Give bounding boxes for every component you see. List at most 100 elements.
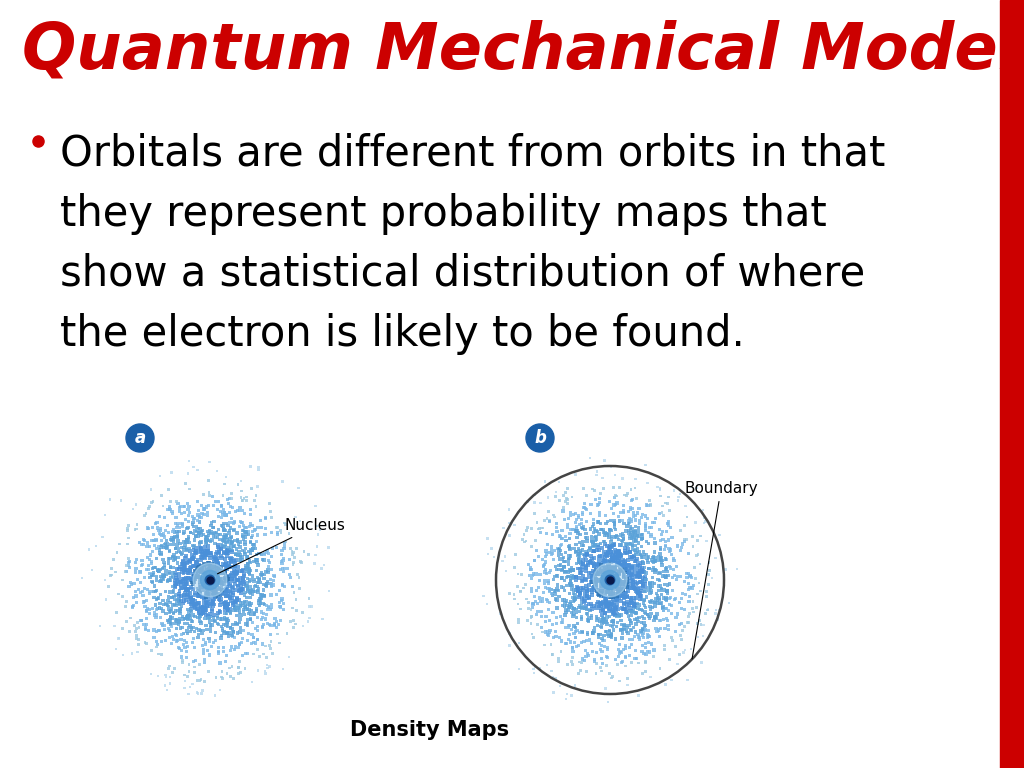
Point xyxy=(206,530,222,542)
Point xyxy=(614,603,631,615)
Point xyxy=(562,572,579,584)
Point xyxy=(260,564,276,576)
Point xyxy=(479,532,496,545)
Point xyxy=(574,522,591,535)
Point xyxy=(597,607,613,619)
Point xyxy=(150,564,166,576)
Point xyxy=(600,460,616,472)
Point xyxy=(626,525,642,538)
Point xyxy=(213,542,229,554)
Point xyxy=(230,638,247,650)
Point xyxy=(616,556,633,568)
Point xyxy=(170,618,186,631)
Point xyxy=(205,600,221,612)
Point xyxy=(199,506,215,518)
Point xyxy=(586,545,602,558)
Point xyxy=(611,558,628,570)
Point xyxy=(203,535,219,548)
Point xyxy=(579,574,595,586)
Point xyxy=(608,591,625,604)
Point xyxy=(194,566,210,578)
Point xyxy=(132,566,148,578)
Point xyxy=(173,651,189,664)
Point xyxy=(231,572,248,584)
Point xyxy=(245,529,261,541)
Point xyxy=(237,525,253,538)
Point xyxy=(273,594,290,606)
Point xyxy=(268,621,285,634)
Point xyxy=(556,514,572,526)
Point xyxy=(202,547,218,559)
Point xyxy=(162,503,178,515)
Point xyxy=(200,535,216,547)
Point xyxy=(617,606,634,618)
Point xyxy=(598,595,614,607)
Point xyxy=(218,614,234,626)
Point xyxy=(197,578,213,590)
Point xyxy=(154,617,170,630)
Point xyxy=(253,597,269,609)
Point xyxy=(575,521,592,533)
Point xyxy=(611,515,628,528)
Point xyxy=(211,583,227,595)
Text: show a statistical distribution of where: show a statistical distribution of where xyxy=(60,253,865,295)
Point xyxy=(275,565,292,578)
Point xyxy=(600,585,616,598)
Point xyxy=(171,571,187,584)
Point xyxy=(214,588,230,601)
Point xyxy=(634,564,650,577)
Point xyxy=(602,588,618,601)
Point xyxy=(602,598,618,611)
Point xyxy=(624,566,640,578)
Point xyxy=(168,599,184,611)
Point xyxy=(618,520,635,532)
Point xyxy=(568,525,585,537)
Point xyxy=(291,582,307,594)
Point xyxy=(606,521,623,533)
Point xyxy=(595,523,611,535)
Point xyxy=(608,594,625,607)
Point xyxy=(608,558,625,571)
Point xyxy=(621,512,637,525)
Point xyxy=(168,511,184,524)
Point xyxy=(197,545,213,557)
Point xyxy=(584,586,600,598)
Point xyxy=(169,538,185,551)
Point xyxy=(127,619,143,631)
Point xyxy=(177,559,194,571)
Point xyxy=(164,591,180,604)
Point xyxy=(590,574,606,586)
Point xyxy=(651,614,668,627)
Point xyxy=(206,521,222,534)
Point xyxy=(562,598,579,611)
Point xyxy=(636,647,652,660)
Point xyxy=(579,583,595,595)
Point xyxy=(249,621,265,633)
Point xyxy=(610,577,627,589)
Point xyxy=(283,542,299,554)
Point xyxy=(659,565,676,578)
Point xyxy=(236,604,252,616)
Point xyxy=(627,527,643,539)
Point xyxy=(634,565,650,578)
Point xyxy=(210,612,226,624)
Point xyxy=(599,596,615,608)
Point xyxy=(688,601,705,614)
Point xyxy=(145,624,162,636)
Point xyxy=(189,568,206,581)
Point xyxy=(182,598,199,611)
Point xyxy=(539,512,555,525)
Point xyxy=(147,599,164,611)
Point xyxy=(253,521,269,534)
Point xyxy=(171,595,187,607)
Point xyxy=(557,637,573,650)
Point xyxy=(212,582,228,594)
Point xyxy=(197,572,213,584)
Point xyxy=(622,641,638,654)
Point xyxy=(169,525,185,538)
Point xyxy=(155,563,171,575)
Point xyxy=(601,524,617,536)
Point xyxy=(627,653,643,665)
Point xyxy=(207,578,223,591)
Point xyxy=(475,590,492,602)
